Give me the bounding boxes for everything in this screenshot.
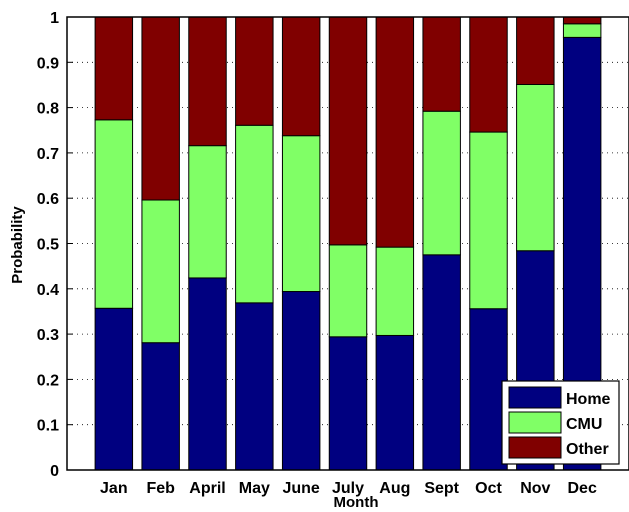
bar-segment-other <box>94 16 134 121</box>
bar-segment-other <box>281 16 321 137</box>
bar-segment-cmu <box>375 246 415 336</box>
bar-segment-home <box>188 277 227 471</box>
bar-segment-cmu <box>281 135 321 293</box>
bar-segment-cmu <box>328 244 368 338</box>
bar-segment-other <box>141 16 180 201</box>
legend-label-other: Other <box>566 441 609 458</box>
y-tick-label: 0.5 <box>37 237 59 254</box>
plot-frame <box>66 16 629 471</box>
y-tick-label: 0.6 <box>37 191 59 208</box>
x-tick-label: Dec <box>567 480 596 497</box>
y-tick-labels: 0 0.1 0.2 0.3 0.4 0.5 0.6 0.7 0.8 0.9 1 <box>37 10 59 480</box>
y-axis-label: Probability <box>9 206 26 284</box>
x-tick-labels: Jan Feb April May June July Aug Sept Oct Nov Dec <box>100 480 597 497</box>
x-tick-label: June <box>282 480 319 497</box>
bar-segment-other <box>375 16 415 248</box>
legend: Home CMU Other <box>501 380 620 465</box>
bar-segment-home <box>94 307 134 471</box>
bar-segment-other <box>516 16 555 85</box>
x-tick-label: May <box>239 480 270 497</box>
x-tick-label: Aug <box>379 480 410 497</box>
bar-segment-cmu <box>141 199 180 344</box>
x-tick-label: Nov <box>520 480 550 497</box>
bar-segment-cmu <box>469 131 508 310</box>
legend-swatch-cmu <box>508 411 562 434</box>
bar-segment-home <box>422 254 461 471</box>
x-tick-label: Sept <box>424 480 459 497</box>
bar-segment-cmu <box>94 119 134 309</box>
y-tick-label: 1 <box>50 10 59 27</box>
x-tick-label: April <box>189 480 225 497</box>
y-tick-label: 0.7 <box>37 146 59 163</box>
axes <box>66 16 629 471</box>
legend-swatch-other <box>508 436 562 459</box>
y-tick-label: 0.8 <box>37 101 59 118</box>
bar-segment-cmu <box>516 83 555 252</box>
bar-segment-other <box>469 16 508 133</box>
bar-segment-other <box>188 16 227 147</box>
x-tick-label: Oct <box>475 480 502 497</box>
legend-label-cmu: CMU <box>566 416 602 433</box>
legend-swatch-home <box>508 386 562 409</box>
bar-segment-other <box>235 16 274 126</box>
y-tick-label: 0 <box>50 463 59 480</box>
bar-segment-home <box>141 342 180 471</box>
bar-segment-other <box>328 16 368 246</box>
bar-segment-home <box>235 302 274 471</box>
bar-segment-cmu <box>188 145 227 279</box>
bar-segment-cmu <box>562 23 602 38</box>
bar-segment-other <box>562 16 602 25</box>
x-axis-label: Month <box>334 494 379 511</box>
bar-segment-other <box>422 16 461 112</box>
bar-segment-home <box>469 308 508 471</box>
bar-segment-home <box>375 334 415 471</box>
x-tick-label: Jan <box>100 480 128 497</box>
y-tick-label: 0.3 <box>37 327 59 344</box>
bar-segment-cmu <box>422 110 461 256</box>
x-tick-label: Feb <box>146 480 175 497</box>
y-tick-label: 0.9 <box>37 55 59 72</box>
y-tick-label: 0.1 <box>37 418 59 435</box>
x-tick-label: July <box>332 480 364 497</box>
y-tick-label: 0.2 <box>37 372 59 389</box>
bar-segment-home <box>281 291 321 471</box>
bar-segment-cmu <box>235 124 274 304</box>
legend-label-home: Home <box>566 391 611 408</box>
bar-segment-home <box>328 336 368 471</box>
y-tick-label: 0.4 <box>37 282 59 299</box>
